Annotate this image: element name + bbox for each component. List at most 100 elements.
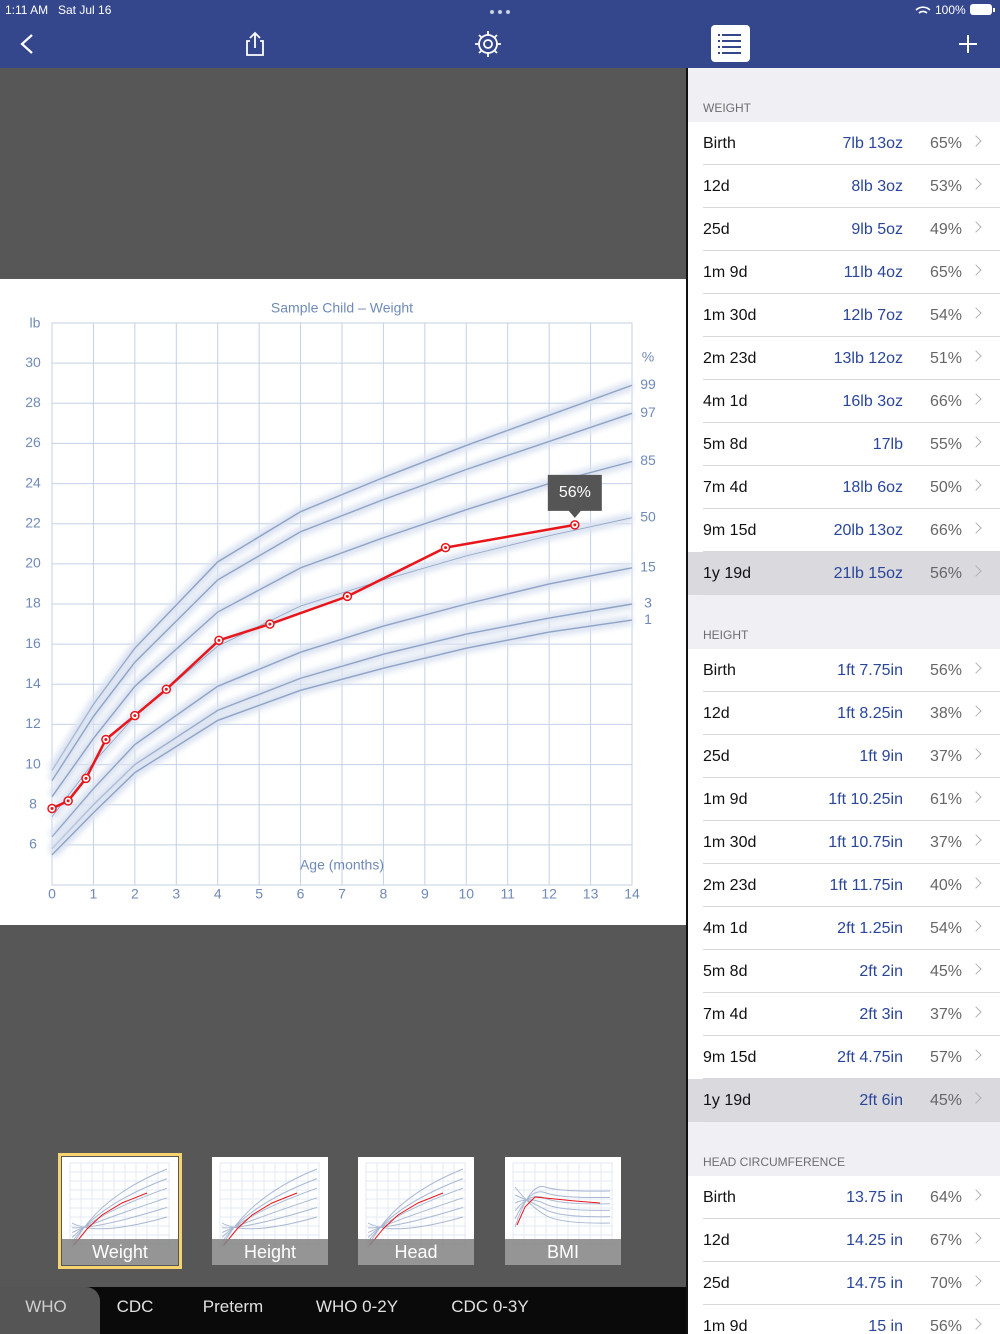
row-age: Birth bbox=[703, 662, 736, 679]
row-age: 1m 9d bbox=[703, 1318, 748, 1334]
nav-icons bbox=[20, 4, 995, 62]
x-tick-label: 7 bbox=[338, 886, 346, 902]
measurement-row[interactable]: 1m 30d 12lb 7oz 54% bbox=[688, 294, 1000, 337]
measurement-row[interactable]: 12d 8lb 3oz 53% bbox=[688, 165, 1000, 208]
chevron bbox=[970, 963, 982, 975]
row-age: 25d bbox=[703, 1275, 730, 1292]
row-separator bbox=[703, 1304, 1000, 1305]
y-tick-label: 18 bbox=[25, 595, 41, 611]
measurement-row[interactable]: 12d 1ft 8.25in 38% bbox=[688, 692, 1000, 735]
chevron bbox=[970, 1049, 982, 1061]
y-unit: lb bbox=[30, 315, 41, 331]
chevron bbox=[970, 920, 982, 932]
row-percentile: 56% bbox=[929, 565, 962, 582]
list-button[interactable] bbox=[711, 25, 750, 62]
thumbnail[interactable]: BMI bbox=[505, 1157, 621, 1265]
measurement-row[interactable]: Birth 1ft 7.75in 56% bbox=[688, 649, 1000, 692]
row-separator bbox=[703, 594, 1000, 595]
data-point-dot bbox=[66, 799, 70, 803]
thumbnail[interactable]: Weight bbox=[58, 1153, 182, 1269]
row-percentile: 40% bbox=[929, 877, 962, 894]
chevron bbox=[970, 1318, 982, 1330]
add-button[interactable] bbox=[959, 35, 977, 53]
data-point-dot bbox=[217, 638, 221, 642]
status-time: 1:11 AM bbox=[5, 3, 49, 17]
percentile-label: 99 bbox=[640, 376, 656, 392]
measurement-row[interactable]: 12d 14.25 in 67% bbox=[688, 1219, 1000, 1262]
row-percentile: 54% bbox=[929, 307, 962, 324]
measurement-row[interactable]: 2m 23d 1ft 11.75in 40% bbox=[688, 864, 1000, 907]
measurement-row[interactable]: 1m 9d 11lb 4oz 65% bbox=[688, 251, 1000, 294]
measurement-row[interactable]: 4m 1d 2ft 1.25in 54% bbox=[688, 907, 1000, 950]
data-point-dot bbox=[345, 594, 349, 598]
row-percentile: 56% bbox=[929, 1318, 962, 1334]
row-value: 13lb 12oz bbox=[833, 350, 903, 367]
measurement-row[interactable]: 1y 19d 21lb 15oz 56% bbox=[688, 552, 1000, 595]
thumbnail[interactable]: Head bbox=[358, 1157, 474, 1265]
chevron bbox=[970, 350, 982, 362]
tab[interactable]: CDC bbox=[116, 1297, 154, 1316]
row-value: 1ft 10.75in bbox=[828, 834, 903, 851]
measurement-row[interactable]: 5m 8d 2ft 2in 45% bbox=[688, 950, 1000, 993]
chevron bbox=[970, 522, 982, 534]
row-percentile: 64% bbox=[929, 1189, 962, 1206]
row-age: 1m 9d bbox=[703, 791, 748, 808]
measurement-row[interactable]: 25d 1ft 9in 37% bbox=[688, 735, 1000, 778]
row-percentile: 65% bbox=[929, 135, 962, 152]
measurement-row[interactable]: 7m 4d 2ft 3in 37% bbox=[688, 993, 1000, 1036]
thumbnail[interactable]: Height bbox=[212, 1157, 328, 1265]
share-button[interactable] bbox=[246, 31, 264, 56]
y-tick-label: 16 bbox=[25, 635, 41, 651]
row-age: Birth bbox=[703, 1189, 736, 1206]
x-tick-label: 1 bbox=[90, 886, 98, 902]
measurement-row[interactable]: 25d 14.75 in 70% bbox=[688, 1262, 1000, 1305]
row-value: 14.25 in bbox=[846, 1232, 903, 1249]
measurement-row[interactable]: 1m 9d 1ft 10.25in 61% bbox=[688, 778, 1000, 821]
settings-button[interactable] bbox=[475, 31, 501, 57]
row-value: 13.75 in bbox=[846, 1189, 903, 1206]
measurement-row[interactable]: 1m 9d 15 in 56% bbox=[688, 1305, 1000, 1334]
measurement-row[interactable]: 1y 19d 2ft 6in 45% bbox=[688, 1079, 1000, 1122]
data-point-dot bbox=[50, 807, 54, 811]
row-percentile: 61% bbox=[929, 791, 962, 808]
row-value: 1ft 11.75in bbox=[829, 877, 903, 894]
row-value: 12lb 7oz bbox=[842, 307, 904, 324]
measurement-row[interactable]: Birth 13.75 in 64% bbox=[688, 1176, 1000, 1219]
y-tick-label: 28 bbox=[25, 394, 41, 410]
y-tick-label: 20 bbox=[25, 555, 41, 571]
back-button[interactable] bbox=[20, 34, 33, 54]
row-percentile: 37% bbox=[929, 1006, 962, 1023]
tab[interactable]: Preterm bbox=[202, 1297, 264, 1316]
measurement-row[interactable]: 9m 15d 20lb 13oz 66% bbox=[688, 509, 1000, 552]
row-separator bbox=[703, 422, 1000, 423]
row-separator bbox=[703, 820, 1000, 821]
measurement-row[interactable]: 1m 30d 1ft 10.75in 37% bbox=[688, 821, 1000, 864]
percentile-line bbox=[51, 603, 633, 850]
row-separator bbox=[703, 777, 1000, 778]
row-value: 20lb 13oz bbox=[833, 522, 903, 539]
thumbnail-label: Weight bbox=[62, 1239, 178, 1265]
row-separator bbox=[703, 949, 1000, 950]
measurement-row[interactable]: 5m 8d 17lb 55% bbox=[688, 423, 1000, 466]
row-percentile: 45% bbox=[929, 963, 962, 980]
thumbnail-label: BMI bbox=[505, 1239, 621, 1265]
row-separator bbox=[703, 1035, 1000, 1036]
measurement-row[interactable]: Birth 7lb 13oz 65% bbox=[688, 122, 1000, 165]
measurement-row[interactable]: 7m 4d 18lb 6oz 50% bbox=[688, 466, 1000, 509]
chevron bbox=[970, 705, 982, 717]
measurement-row[interactable]: 25d 9lb 5oz 49% bbox=[688, 208, 1000, 251]
x-tick-label: 3 bbox=[172, 886, 180, 902]
measurement-row[interactable]: 9m 15d 2ft 4.75in 57% bbox=[688, 1036, 1000, 1079]
y-tick-label: 12 bbox=[25, 715, 41, 731]
y-tick-label: 10 bbox=[25, 755, 41, 771]
tab[interactable]: WHO 0-2Y bbox=[315, 1297, 399, 1316]
tab[interactable]: WHO bbox=[25, 1297, 67, 1316]
x-tick-label: 10 bbox=[458, 886, 474, 902]
tab[interactable]: CDC 0-3Y bbox=[451, 1297, 529, 1316]
row-value: 9lb 5oz bbox=[851, 221, 903, 238]
row-percentile: 50% bbox=[929, 479, 962, 496]
percentile-label: 3 bbox=[644, 595, 652, 611]
measurement-row[interactable]: 4m 1d 16lb 3oz 66% bbox=[688, 380, 1000, 423]
row-age: 1y 19d bbox=[703, 1092, 752, 1109]
measurement-row[interactable]: 2m 23d 13lb 12oz 51% bbox=[688, 337, 1000, 380]
